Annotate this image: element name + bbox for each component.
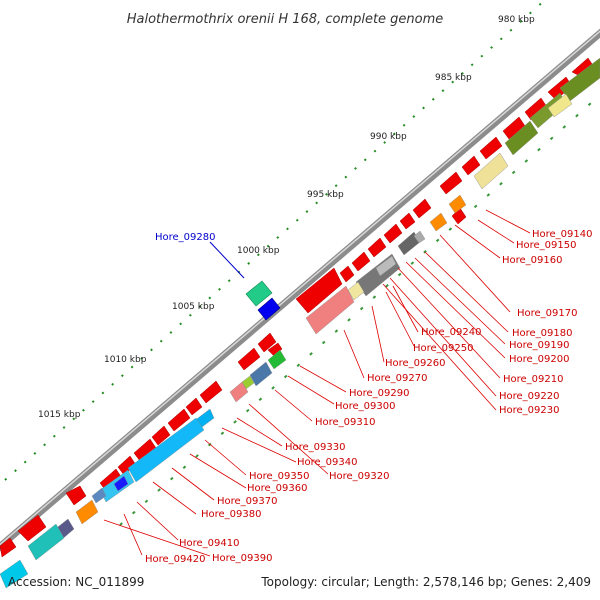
kbp-label-1015: 1015 kbp (38, 410, 81, 420)
gene-label-hore-09190: Hore_09190 (509, 340, 570, 351)
feature-block-tan (347, 281, 365, 301)
gene-arrow (383, 223, 403, 244)
gene-label-hore-09260: Hore_09260 (385, 358, 446, 369)
gene-arrow (237, 347, 261, 371)
gene-label-hore-09240: Hore_09240 (421, 327, 482, 338)
kbp-label-1005: 1005 kbp (172, 302, 215, 312)
feature-block-cyan (0, 559, 29, 589)
gene-arrow (17, 514, 47, 542)
kbp-label-1000: 1000 kbp (237, 246, 280, 256)
feature-block-orange (429, 212, 448, 232)
feature-block-green (267, 349, 287, 370)
gene-arrow (267, 342, 283, 357)
kbp-label-985: 985 kbp (435, 73, 472, 83)
gene-arrow (412, 198, 432, 219)
accession-text: Accession: NC_011899 (8, 575, 144, 589)
gene-label-hore-09270: Hore_09270 (367, 373, 428, 384)
feature-block-olive (504, 120, 539, 156)
forward-strand-genes (0, 57, 593, 558)
feature-block-steel (249, 361, 273, 387)
gene-label-hore-09360: Hore_09360 (247, 483, 308, 494)
kbp-label-980: 980 kbp (498, 15, 535, 25)
gene-label-hore-09320: Hore_09320 (329, 471, 390, 482)
gene-label-hore-09300: Hore_09300 (335, 401, 396, 412)
highlight-leader-line (209, 241, 245, 279)
gene-arrow (479, 136, 503, 160)
gene-arrow (351, 251, 371, 272)
gene-label-hore-09330: Hore_09330 (285, 442, 346, 453)
gene-label-hore-09200: Hore_09200 (509, 354, 570, 365)
gene-arrow (295, 267, 343, 314)
gene-label-hore-09140: Hore_09140 (532, 229, 593, 240)
gene-arrow (151, 425, 171, 446)
kbp-guide-line (4, 0, 546, 481)
feature-block-grey (413, 230, 426, 244)
gene-label-hore-09380: Hore_09380 (201, 509, 262, 520)
feature-block-orange (75, 499, 99, 525)
gene-label-hore-09410: Hore_09410 (179, 538, 240, 549)
feature-block-tan (473, 152, 509, 190)
gene-arrow (399, 212, 416, 230)
gene-label-hore-09370: Hore_09370 (217, 496, 278, 507)
gene-label-hore-09310: Hore_09310 (315, 417, 376, 428)
gene-label-hore-09290: Hore_09290 (349, 388, 410, 399)
gene-label-hore-09250: Hore_09250 (413, 343, 474, 354)
label-leader-lines (103, 209, 531, 557)
gene-label-hore-09420: Hore_09420 (145, 554, 206, 565)
gene-arrow (257, 332, 277, 353)
feature-block-steel (91, 487, 107, 504)
genome-backbone (0, 28, 600, 552)
feature-block-orange (448, 194, 467, 214)
gene-label-hore-09390: Hore_09390 (212, 553, 273, 564)
feature-block-tan (547, 93, 573, 118)
gene-label-hore-09340: Hore_09340 (297, 457, 358, 468)
feature-block-pink (229, 381, 249, 403)
gene-label-hore-09150: Hore_09150 (516, 240, 577, 251)
gene-label-hore-09230: Hore_09230 (499, 405, 560, 416)
feature-block-grey (375, 255, 397, 277)
gene-label-hore-09180: Hore_09180 (512, 328, 573, 339)
inner-feature-track (0, 57, 600, 589)
gene-arrow (0, 537, 17, 558)
gene-arrow (65, 485, 87, 506)
gene-arrow (339, 265, 355, 283)
kbp-label-1010: 1010 kbp (104, 355, 147, 365)
gene-labels: Hore_09140 Hore_09150 Hore_09160 Hore_09… (145, 229, 593, 565)
gene-arrow (367, 237, 387, 258)
feature-block-teal (27, 523, 65, 561)
gene-arrow (167, 408, 191, 432)
map-title: Halothermothrix orenii H 168, complete g… (127, 12, 444, 27)
genome-backbone-highlight (0, 30, 600, 546)
feature-block-cyan (127, 417, 205, 483)
feature-block-blue (113, 475, 129, 492)
feature-block-pink (305, 285, 355, 335)
highlight-gene-green (245, 280, 273, 307)
gene-arrow (461, 155, 481, 176)
gene-arrow (439, 171, 463, 195)
highlight-gene-label: Hore_09280 (155, 232, 216, 243)
gene-label-hore-09220: Hore_09220 (499, 391, 560, 402)
gene-label-hore-09350: Hore_09350 (249, 471, 310, 482)
kbp-label-990: 990 kbp (370, 132, 407, 142)
genome-summary-text: Topology: circular; Length: 2,578,146 bp… (260, 575, 591, 589)
kbp-label-995: 995 kbp (307, 190, 344, 200)
gene-arrow (199, 380, 223, 404)
gene-label-hore-09210: Hore_09210 (503, 374, 564, 385)
gene-arrow (185, 397, 203, 416)
highlight-gene-blue (257, 297, 281, 321)
gene-label-hore-09160: Hore_09160 (502, 255, 563, 266)
gene-label-hore-09170: Hore_09170 (517, 308, 578, 319)
